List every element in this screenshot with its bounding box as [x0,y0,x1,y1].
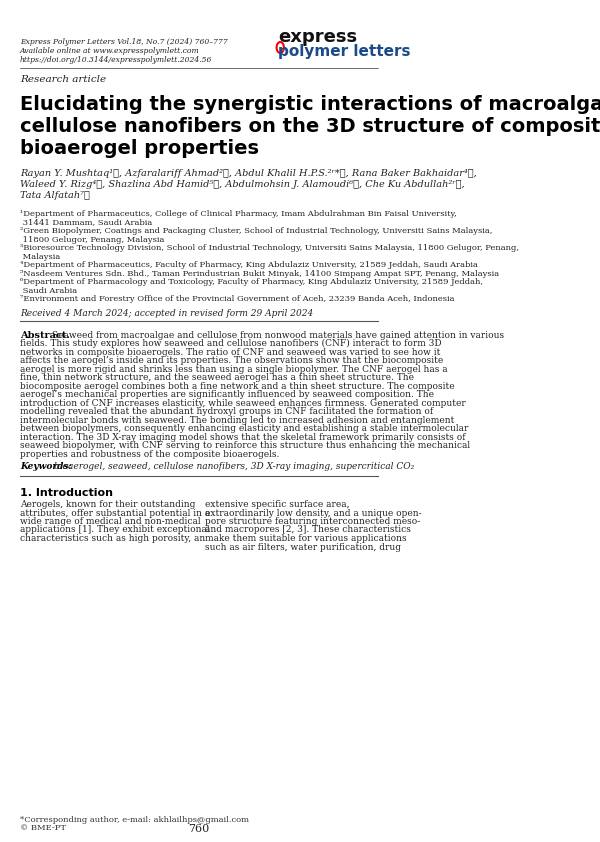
Text: between biopolymers, consequently enhancing elasticity and establishing a stable: between biopolymers, consequently enhanc… [20,424,468,433]
Text: introduction of CNF increases elasticity, while seaweed enhances firmness. Gener: introduction of CNF increases elasticity… [20,398,466,408]
Text: networks in composite bioaerogels. The ratio of CNF and seaweed was varied to se: networks in composite bioaerogels. The r… [20,348,440,356]
Text: ⁷Environment and Forestry Office of the Provincial Government of Aceh, 23239 Ban: ⁷Environment and Forestry Office of the … [20,295,454,303]
Text: 1. Introduction: 1. Introduction [20,488,113,498]
Text: *Corresponding author, e-mail: akhlailhps@gmail.com: *Corresponding author, e-mail: akhlailhp… [20,816,249,824]
Text: modelling revealed that the abundant hydroxyl groups in CNF facilitated the form: modelling revealed that the abundant hyd… [20,407,433,416]
Text: ²Green Biopolymer, Coatings and Packaging Cluster, School of Industrial Technolo: ²Green Biopolymer, Coatings and Packagin… [20,227,492,235]
Text: Research article: Research article [20,75,106,84]
Text: extraordinarily low density, and a unique open-: extraordinarily low density, and a uniqu… [205,509,422,518]
Text: Aerogels, known for their outstanding: Aerogels, known for their outstanding [20,500,195,509]
Text: Seaweed from macroalgae and cellulose from nonwood materials have gained attenti: Seaweed from macroalgae and cellulose fr… [52,331,504,339]
Text: 760: 760 [188,824,209,834]
Text: ⁴Department of Pharmaceutics, Faculty of Pharmacy, King Abdulaziz University, 21: ⁴Department of Pharmaceutics, Faculty of… [20,261,478,269]
Text: make them suitable for various applications: make them suitable for various applicati… [205,534,407,543]
Text: Abstract.: Abstract. [20,331,70,339]
Text: https://doi.org/10.3144/expresspolymlett.2024.56: https://doi.org/10.3144/expresspolymlett… [20,56,212,64]
Text: Saudi Arabia: Saudi Arabia [20,286,77,295]
Text: biocomposite aerogel combines both a fine network and a thin sheet structure. Th: biocomposite aerogel combines both a fin… [20,381,455,391]
Text: 11800 Gelugor, Penang, Malaysia: 11800 Gelugor, Penang, Malaysia [20,236,164,243]
Text: Keywords:: Keywords: [20,462,72,471]
Text: intermolecular bonds with seaweed. The bonding led to increased adhesion and ent: intermolecular bonds with seaweed. The b… [20,415,454,424]
Text: Received 4 March 2024; accepted in revised form 29 April 2024: Received 4 March 2024; accepted in revis… [20,308,313,317]
Text: ³Bioresource Technology Division, School of Industrial Technology, Universiti Sa: ³Bioresource Technology Division, School… [20,244,519,252]
Text: Waleed Y. Rizg⁴ⓘ, Shazlina Abd Hamid⁵ⓘ, Abdulmohsin J. Alamoudi⁶ⓘ, Che Ku Abdull: Waleed Y. Rizg⁴ⓘ, Shazlina Abd Hamid⁵ⓘ, … [20,180,464,189]
Text: characteristics such as high porosity, an: characteristics such as high porosity, a… [20,534,205,543]
Text: Elucidating the synergistic interactions of macroalgae and: Elucidating the synergistic interactions… [20,95,600,114]
Text: wide range of medical and non-medical: wide range of medical and non-medical [20,517,200,526]
Text: attributes, offer substantial potential in a: attributes, offer substantial potential … [20,509,210,518]
Text: pore structure featuring interconnected meso-: pore structure featuring interconnected … [205,517,421,526]
Text: Express Polymer Letters Vol.18, No.7 (2024) 760–777: Express Polymer Letters Vol.18, No.7 (20… [20,38,227,46]
Text: Tata Alfatah⁷ⓘ: Tata Alfatah⁷ⓘ [20,191,90,200]
Text: express: express [278,28,358,46]
Text: and macropores [2, 3]. These characteristics: and macropores [2, 3]. These characteris… [205,525,411,535]
Text: fields. This study explores how seaweed and cellulose nanofibers (CNF) interact : fields. This study explores how seaweed … [20,339,442,348]
Text: extensive specific surface area,: extensive specific surface area, [205,500,350,509]
Text: Rayan Y. Mushtaq¹ⓘ, Azfaralariff Ahmad²ⓘ, Abdul Khalil H.P.S.²ʳ*ⓘ, Rana Baker Ba: Rayan Y. Mushtaq¹ⓘ, Azfaralariff Ahmad²ⓘ… [20,169,476,178]
Text: properties and robustness of the composite bioaerogels.: properties and robustness of the composi… [20,450,279,459]
Text: 31441 Dammam, Saudi Arabia: 31441 Dammam, Saudi Arabia [20,219,152,226]
Text: seaweed biopolymer, with CNF serving to reinforce this structure thus enhancing : seaweed biopolymer, with CNF serving to … [20,441,470,450]
Text: applications [1]. They exhibit exceptional: applications [1]. They exhibit exception… [20,525,209,535]
Text: ⁵Nasdeem Ventures Sdn. Bhd., Taman Perindustrian Bukit Minyak, 14100 Simpang Amp: ⁵Nasdeem Ventures Sdn. Bhd., Taman Perin… [20,269,499,278]
Text: © BME-PT: © BME-PT [20,824,66,832]
Text: interaction. The 3D X-ray imaging model shows that the skeletal framework primar: interaction. The 3D X-ray imaging model … [20,433,466,441]
Text: polymer letters: polymer letters [278,44,411,59]
Text: aerogel’s mechanical properties are significantly influenced by seaweed composit: aerogel’s mechanical properties are sign… [20,390,434,399]
Text: Malaysia: Malaysia [20,253,60,260]
Text: Available online at www.expresspolymlett.com: Available online at www.expresspolymlett… [20,47,200,55]
Text: ⁶Department of Pharmacology and Toxicology, Faculty of Pharmacy, King Abdulaziz : ⁶Department of Pharmacology and Toxicolo… [20,278,483,286]
Text: ¹Department of Pharmaceutics, College of Clinical Pharmacy, Imam Abdulrahman Bin: ¹Department of Pharmaceutics, College of… [20,210,457,218]
Text: fine, thin network structure, and the seaweed aerogel has a thin sheet structure: fine, thin network structure, and the se… [20,373,414,382]
Text: aerogel is more rigid and shrinks less than using a single biopolymer. The CNF a: aerogel is more rigid and shrinks less t… [20,365,448,374]
Text: affects the aerogel’s inside and its properties. The observations show that the : affects the aerogel’s inside and its pro… [20,356,443,365]
Text: such as air filters, water purification, drug: such as air filters, water purification,… [205,542,401,552]
Text: bioaerogel properties: bioaerogel properties [20,139,259,158]
Text: bioaerogel, seaweed, cellulose nanofibers, 3D X-ray imaging, supercritical CO₂: bioaerogel, seaweed, cellulose nanofiber… [55,462,415,471]
Text: cellulose nanofibers on the 3D structure of composite: cellulose nanofibers on the 3D structure… [20,117,600,136]
